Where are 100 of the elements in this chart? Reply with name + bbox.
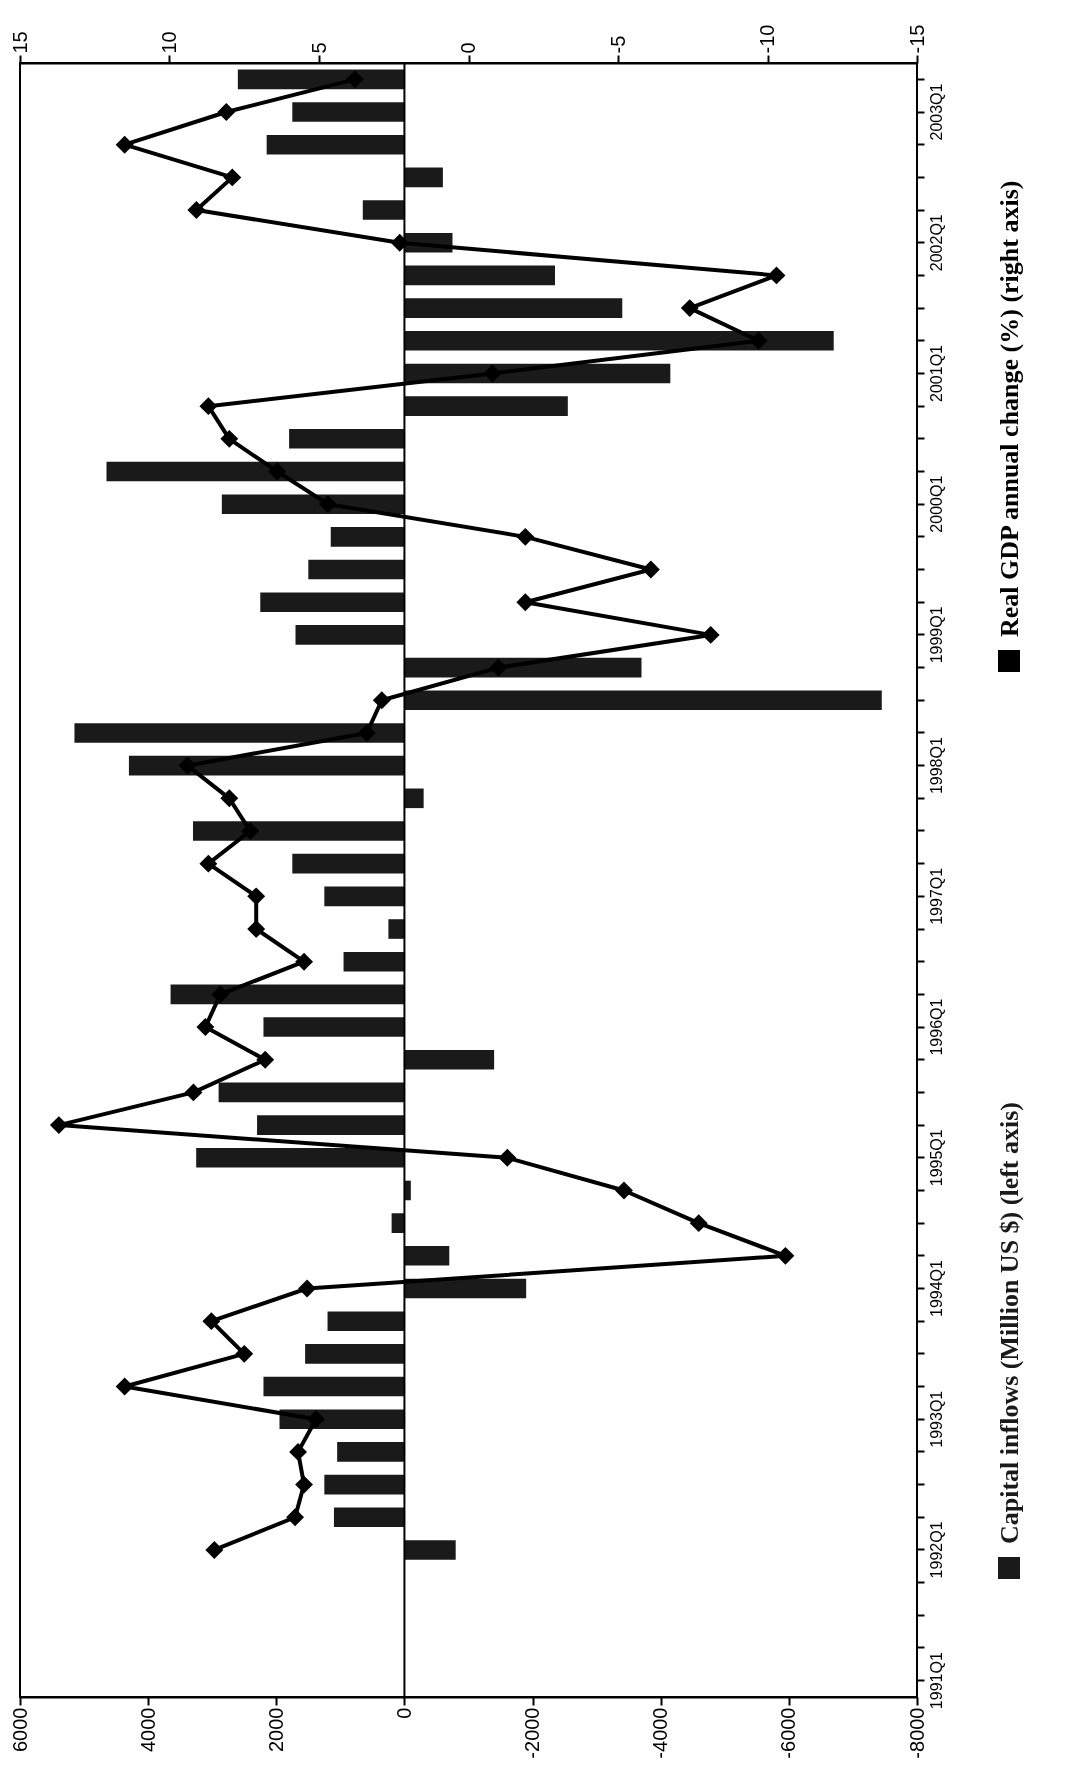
bar [292,853,405,874]
y-tick-label: 1997Q1 [927,867,945,925]
bar [404,788,424,809]
point [268,462,287,481]
bar [305,1344,405,1364]
point [49,1116,68,1135]
point [184,1083,203,1102]
x-tick-label: 6000 [8,1707,31,1752]
bar [266,134,405,155]
point [241,822,260,840]
point [483,364,502,383]
bar [333,1507,405,1528]
point [199,397,218,416]
x2-tick-label: 0 [457,42,479,54]
point [295,952,313,971]
point [247,920,266,938]
bar [404,1246,450,1266]
y-tick-label: 1999Q1 [927,606,945,664]
bar [327,1311,405,1331]
point [205,1541,224,1559]
point [298,1279,316,1298]
bar [263,1017,405,1037]
point [319,495,337,514]
point [211,985,230,1004]
bar [404,298,623,318]
point [489,658,508,677]
bar [404,1049,495,1070]
x-tick-label: 2000 [264,1707,287,1752]
point [286,1508,305,1527]
bar [292,102,405,122]
point [295,1475,313,1494]
bar [308,559,405,580]
x-tick-label: 0 [392,1707,415,1719]
bar [337,1442,405,1462]
bar [218,1082,405,1103]
point [289,1442,308,1461]
y-tick-label: 1998Q1 [927,737,945,795]
bar [257,1115,405,1135]
point [196,1018,215,1036]
bar [295,625,405,645]
bar [404,330,834,351]
y-tick-label: 2001Q1 [927,344,945,402]
point [247,887,266,906]
point [220,429,239,448]
x2-tick-label: -5 [606,35,629,54]
point [357,724,376,742]
bar [404,396,568,416]
point [372,691,391,710]
point [689,1214,708,1233]
bar [170,984,405,1005]
point [115,135,134,154]
x2-tick-label: 5 [307,42,330,54]
bar [362,200,405,220]
bar [74,723,405,743]
bar [237,69,405,90]
x-tick-label: -4000 [649,1707,672,1759]
bar [330,527,405,547]
y-tick-label: 2000Q1 [927,475,945,533]
y-tick-label: 2002Q1 [927,214,945,272]
point [776,1246,795,1265]
text: Real GDP annual change (%) (right axis) [995,180,1024,637]
bar [196,1147,405,1168]
point [187,201,206,219]
text: Capital inflows (Million US $) (left axis) [995,1102,1024,1544]
point [217,103,236,121]
bar [388,919,405,939]
y-tick-label: 1994Q1 [927,1259,945,1317]
x-tick-label: -6000 [777,1707,800,1759]
point [220,789,239,808]
bar [192,821,405,841]
y-tick-label: 1996Q1 [927,998,945,1056]
point [615,1181,633,1200]
bar [289,429,405,449]
point [235,1344,254,1363]
bar [106,461,405,482]
bar [260,592,405,613]
point [256,1050,275,1069]
x2-tick-label: 15 [8,31,31,54]
bar [324,1474,405,1495]
x-tick-label: 4000 [136,1707,159,1752]
bar [343,951,405,972]
bar [404,690,882,711]
point [641,560,660,579]
point [199,854,218,873]
y-tick-label: 1991Q1 [927,1652,945,1710]
x2-tick-label: -10 [756,24,778,54]
point [516,527,535,546]
bar [404,265,555,286]
bar [263,1376,405,1397]
x2-tick-label: 10 [158,31,180,54]
point [223,168,242,187]
point [307,1410,325,1429]
x-tick-label: -2000 [521,1707,544,1759]
bar [324,886,405,907]
x2-tick-label: -15 [905,24,928,54]
y-tick-label: 1995Q1 [927,1129,945,1187]
bar [404,167,443,188]
point [498,1148,517,1167]
point [178,756,197,775]
bar [404,1540,456,1560]
